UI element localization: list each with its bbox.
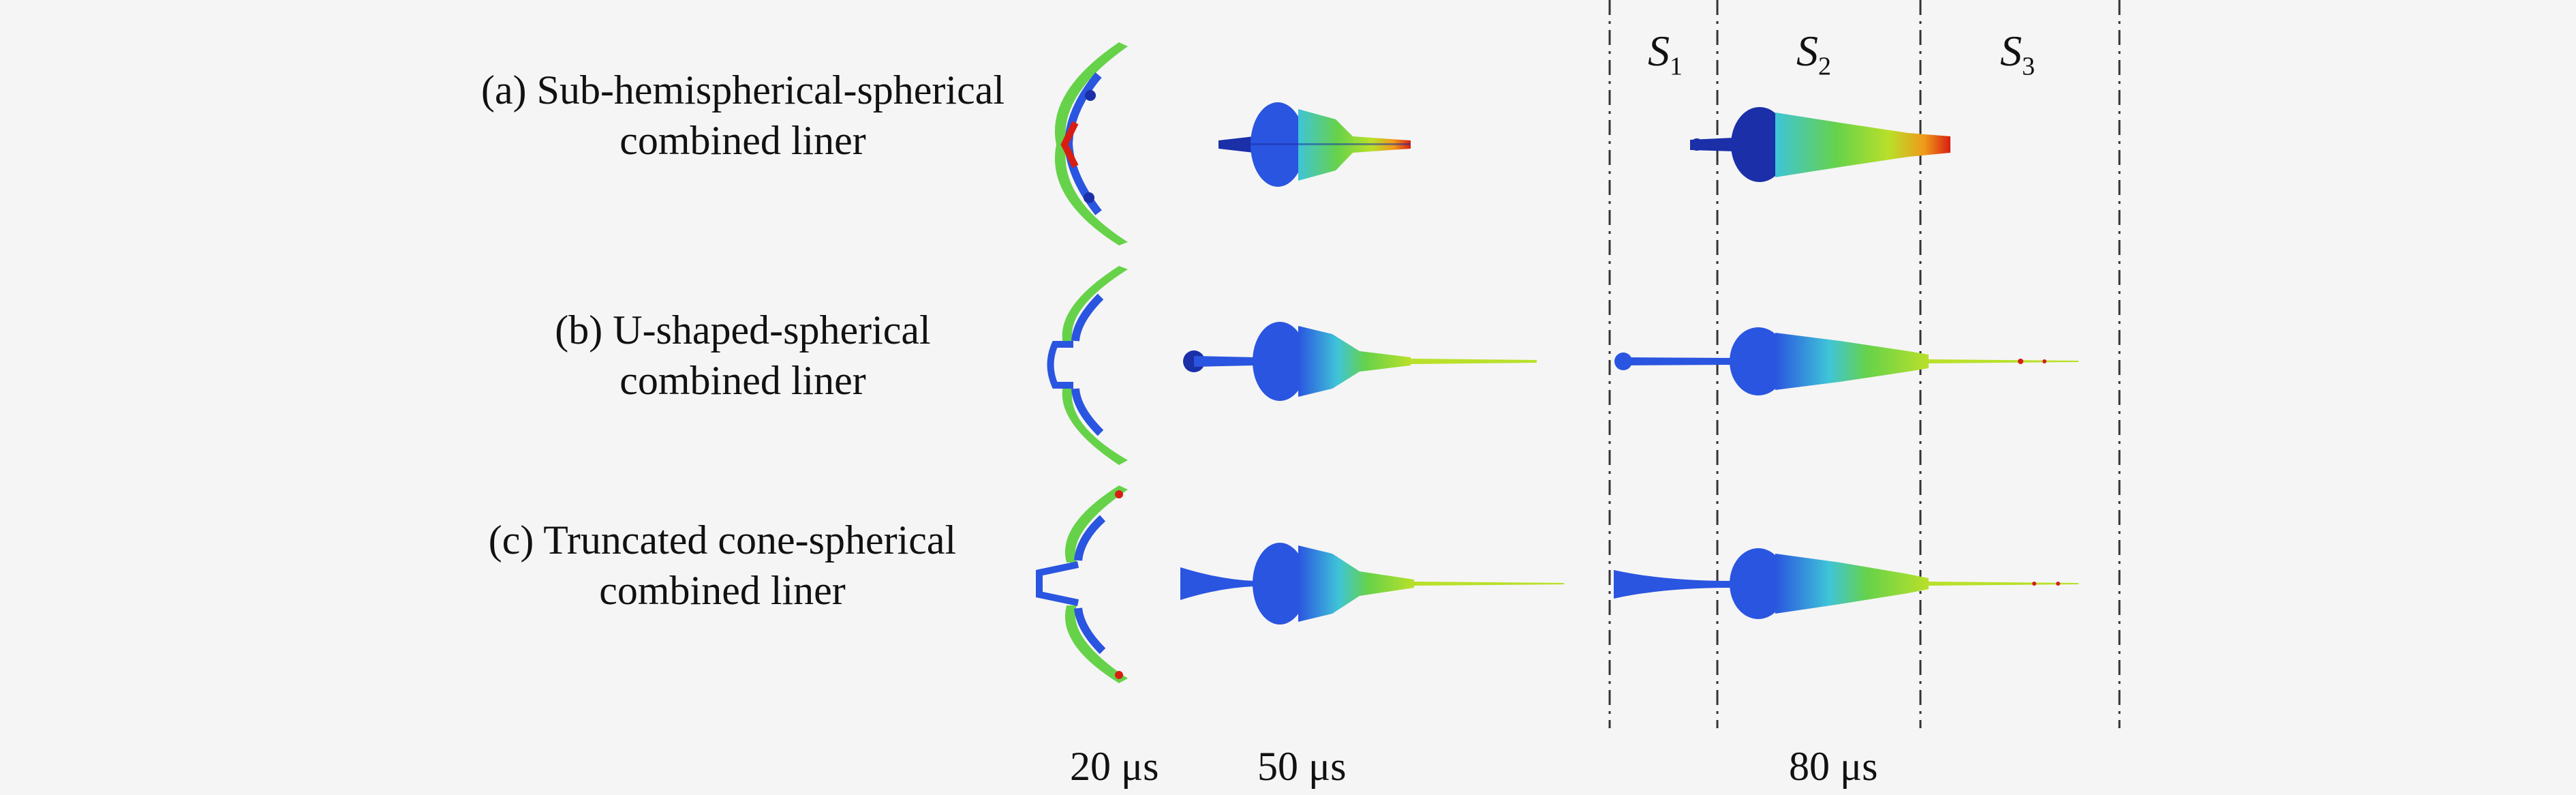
zone-s1-letter: S (1648, 27, 1670, 75)
row-b-80us-jet (1614, 327, 2079, 395)
zone-s1-sub: 1 (1670, 52, 1683, 81)
label-row-a-line1: (a) Sub-hemispherical-spherical (480, 68, 1005, 112)
row-a-80us-jet (1690, 107, 1950, 182)
label-row-a: (a) Sub-hemispherical-spherical combined… (436, 65, 1049, 166)
row-a-20us-liner (1054, 42, 1128, 245)
row-c-20us-liner (1036, 485, 1128, 683)
label-row-c-line1: (c) Truncated cone-spherical (488, 518, 957, 562)
zone-s3-letter: S (2000, 27, 2022, 75)
zone-s2-sub: 2 (1818, 52, 1831, 81)
label-row-b-line2: combined liner (619, 358, 866, 403)
label-row-c: (c) Truncated cone-spherical combined li… (450, 515, 995, 616)
label-row-c-line2: combined liner (599, 568, 846, 613)
row-c-50us-jet (1180, 543, 1564, 625)
row-c-80us-jet (1614, 548, 2079, 619)
time-label-20us: 20 μs (1070, 744, 1159, 789)
zone-label-s3: S3 (2000, 26, 2035, 81)
row-b-50us-jet (1183, 322, 1537, 401)
label-row-b: (b) U-shaped-spherical combined liner (504, 305, 981, 406)
zone-label-s1: S1 (1648, 26, 1683, 81)
zone-label-s2: S2 (1796, 26, 1831, 81)
label-row-a-line2: combined liner (619, 118, 866, 163)
label-row-b-line1: (b) U-shaped-spherical (555, 308, 931, 352)
time-label-50us: 50 μs (1257, 744, 1347, 789)
row-b-20us-liner (1047, 266, 1128, 465)
zone-s3-sub: 3 (2022, 52, 2035, 81)
zone-s2-letter: S (1796, 27, 1818, 75)
time-label-80us: 80 μs (1789, 744, 1878, 789)
row-a-50us-jet (1218, 102, 1411, 187)
